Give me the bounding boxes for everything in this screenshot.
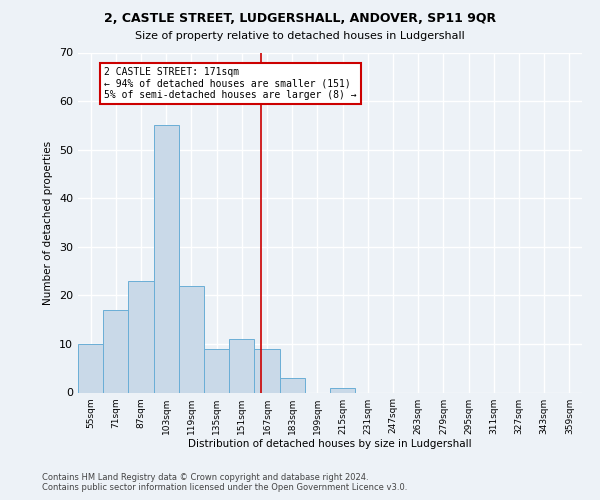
X-axis label: Distribution of detached houses by size in Ludgershall: Distribution of detached houses by size … [188, 440, 472, 450]
Bar [128, 281, 154, 392]
Text: Contains HM Land Registry data © Crown copyright and database right 2024.
Contai: Contains HM Land Registry data © Crown c… [42, 473, 407, 492]
Bar [330, 388, 355, 392]
Y-axis label: Number of detached properties: Number of detached properties [43, 140, 53, 304]
Bar [280, 378, 305, 392]
Bar [229, 339, 254, 392]
Text: 2, CASTLE STREET, LUDGERSHALL, ANDOVER, SP11 9QR: 2, CASTLE STREET, LUDGERSHALL, ANDOVER, … [104, 12, 496, 26]
Bar [204, 349, 229, 393]
Text: 2 CASTLE STREET: 171sqm
← 94% of detached houses are smaller (151)
5% of semi-de: 2 CASTLE STREET: 171sqm ← 94% of detache… [104, 67, 356, 100]
Text: Size of property relative to detached houses in Ludgershall: Size of property relative to detached ho… [135, 31, 465, 41]
Bar [154, 126, 179, 392]
Bar [254, 349, 280, 393]
Bar [78, 344, 103, 393]
Bar [103, 310, 128, 392]
Bar [179, 286, 204, 393]
